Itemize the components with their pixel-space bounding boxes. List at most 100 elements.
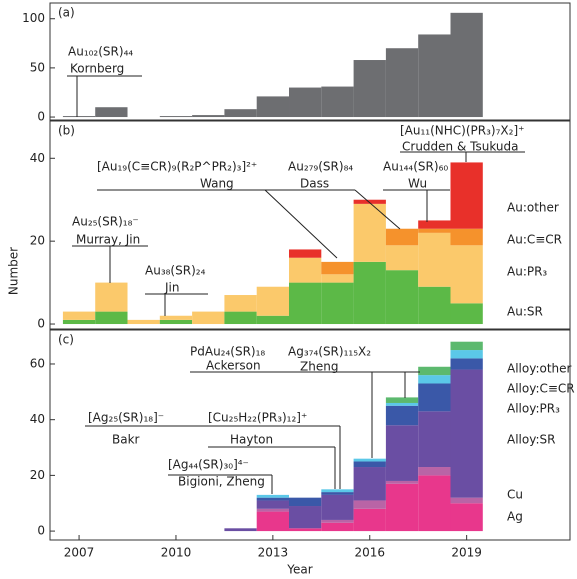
annotation-author: Kornberg bbox=[70, 62, 124, 76]
bar-segment bbox=[450, 162, 483, 229]
bar bbox=[95, 107, 128, 118]
bar-segment bbox=[385, 483, 419, 532]
legend-label: Ag bbox=[507, 510, 523, 524]
bar bbox=[418, 34, 451, 118]
bar-segment bbox=[418, 228, 451, 233]
bar-segment bbox=[385, 228, 419, 246]
annotation-formula: [Ag₄₄(SR)₃₀]⁴⁻ bbox=[168, 458, 249, 472]
legend-label: Au:other bbox=[507, 201, 559, 215]
annotation-formula: [Ag₂₅(SR)₁₈]⁻ bbox=[88, 411, 164, 425]
y-axis-label: Number bbox=[7, 247, 21, 295]
bar-segment bbox=[450, 358, 483, 370]
bar-segment bbox=[353, 508, 386, 532]
bar-segment bbox=[450, 228, 483, 246]
bar-segment bbox=[418, 232, 451, 287]
annotation-author: Ackerson bbox=[206, 359, 261, 373]
bar-segment bbox=[418, 286, 451, 325]
panel-frame bbox=[49, 329, 571, 541]
bar bbox=[353, 60, 386, 118]
annotation-author: Hayton bbox=[230, 433, 273, 447]
legend-label: Au:SR bbox=[507, 305, 543, 319]
bar-segment bbox=[321, 274, 354, 283]
y-tick-label: 40 bbox=[30, 412, 45, 426]
annotation-author: Dass bbox=[300, 177, 329, 191]
y-tick-label: 60 bbox=[30, 356, 45, 370]
legend-label: Alloy:SR bbox=[507, 433, 555, 447]
panel-frame bbox=[49, 2, 571, 121]
x-axis-label: Year bbox=[286, 563, 312, 577]
bar-segment bbox=[450, 497, 483, 504]
bar-segment bbox=[450, 503, 483, 532]
annotation-formula: [Cu₂₅H₂₂(PR₃)₁₂]⁺ bbox=[208, 411, 307, 425]
bar-segment bbox=[450, 245, 483, 304]
bar-segment bbox=[192, 311, 225, 325]
annotation-author: Wang bbox=[200, 177, 234, 191]
annotation-formula: Au₂₅(SR)₁₈⁻ bbox=[72, 215, 139, 229]
y-tick-label: 0 bbox=[37, 524, 45, 538]
bar bbox=[62, 116, 96, 118]
annotation-author: Jin bbox=[164, 281, 179, 295]
annotation-leader bbox=[264, 189, 338, 259]
bar-segment bbox=[321, 519, 354, 523]
bar bbox=[289, 87, 322, 118]
bar-segment bbox=[353, 458, 386, 462]
panel-frame bbox=[49, 120, 571, 330]
bar-segment bbox=[385, 270, 419, 325]
annotation-formula: Au₃₈(SR)₂₄ bbox=[145, 264, 206, 278]
bar-segment bbox=[289, 257, 322, 283]
bar-segment bbox=[353, 199, 386, 204]
bar-segment bbox=[127, 319, 160, 325]
bar-segment bbox=[353, 500, 386, 509]
annotation-formula: [Au₁₁(NHC)(PR₃)₇X₂]⁺ bbox=[400, 124, 524, 138]
bar-segment bbox=[321, 492, 354, 495]
bar-segment bbox=[62, 311, 96, 320]
bar-segment bbox=[353, 203, 386, 262]
annotation-formula: Au₁₀₂(SR)₄₄ bbox=[68, 45, 133, 59]
bar-segment bbox=[418, 220, 451, 229]
x-tick-label: 2010 bbox=[161, 546, 192, 560]
x-tick-label: 2013 bbox=[258, 546, 289, 560]
y-tick-label: 40 bbox=[30, 151, 45, 165]
annotation-formula: PdAu₂₄(SR)₁₈ bbox=[190, 345, 265, 359]
annotation-author: Murray, Jin bbox=[76, 233, 140, 247]
bar-segment bbox=[256, 508, 290, 512]
bar-segment bbox=[256, 497, 290, 501]
bar-segment bbox=[353, 261, 386, 325]
x-tick-label: 2007 bbox=[64, 546, 95, 560]
bar-segment bbox=[385, 397, 419, 403]
y-tick-label: 100 bbox=[22, 11, 45, 25]
panel-label: (c) bbox=[58, 333, 74, 347]
annotation-author: Zheng bbox=[300, 360, 338, 374]
legend-label: Cu bbox=[507, 488, 523, 502]
bar-segment bbox=[321, 489, 354, 493]
legend-label: Alloy:other bbox=[507, 362, 572, 376]
panel-label: (a) bbox=[58, 6, 75, 20]
annotation-author: Crudden & Tsukuda bbox=[402, 140, 518, 154]
bar-segment bbox=[353, 467, 386, 501]
annotation-formula: Au₂₇₉(SR)₈₄ bbox=[288, 160, 353, 174]
annotation-author: Wu bbox=[408, 177, 427, 191]
bar bbox=[385, 48, 419, 118]
bar-segment bbox=[353, 461, 386, 468]
annotation-formula: Au₁₄₄(SR)₆₀ bbox=[383, 160, 448, 174]
legend-label: Alloy:PR₃ bbox=[507, 402, 560, 416]
legend-label: Au:C≡CR bbox=[507, 233, 562, 247]
bar-segment bbox=[418, 411, 451, 468]
bar-segment bbox=[450, 341, 483, 351]
bar-segment bbox=[321, 522, 354, 532]
bar-segment bbox=[450, 350, 483, 359]
bar-segment bbox=[321, 282, 354, 325]
bar-segment bbox=[95, 311, 128, 325]
x-tick-label: 2016 bbox=[354, 546, 385, 560]
bar-segment bbox=[224, 295, 257, 312]
bar-segment bbox=[256, 511, 290, 532]
y-tick-label: 0 bbox=[37, 110, 45, 124]
bar bbox=[321, 86, 354, 118]
legend-label: Au:PR₃ bbox=[507, 265, 547, 279]
y-tick-label: 50 bbox=[30, 60, 45, 74]
annotation-author: Bakr bbox=[112, 433, 140, 447]
bar-segment bbox=[289, 506, 322, 529]
bar-segment bbox=[159, 319, 193, 325]
bar-segment bbox=[385, 480, 419, 484]
